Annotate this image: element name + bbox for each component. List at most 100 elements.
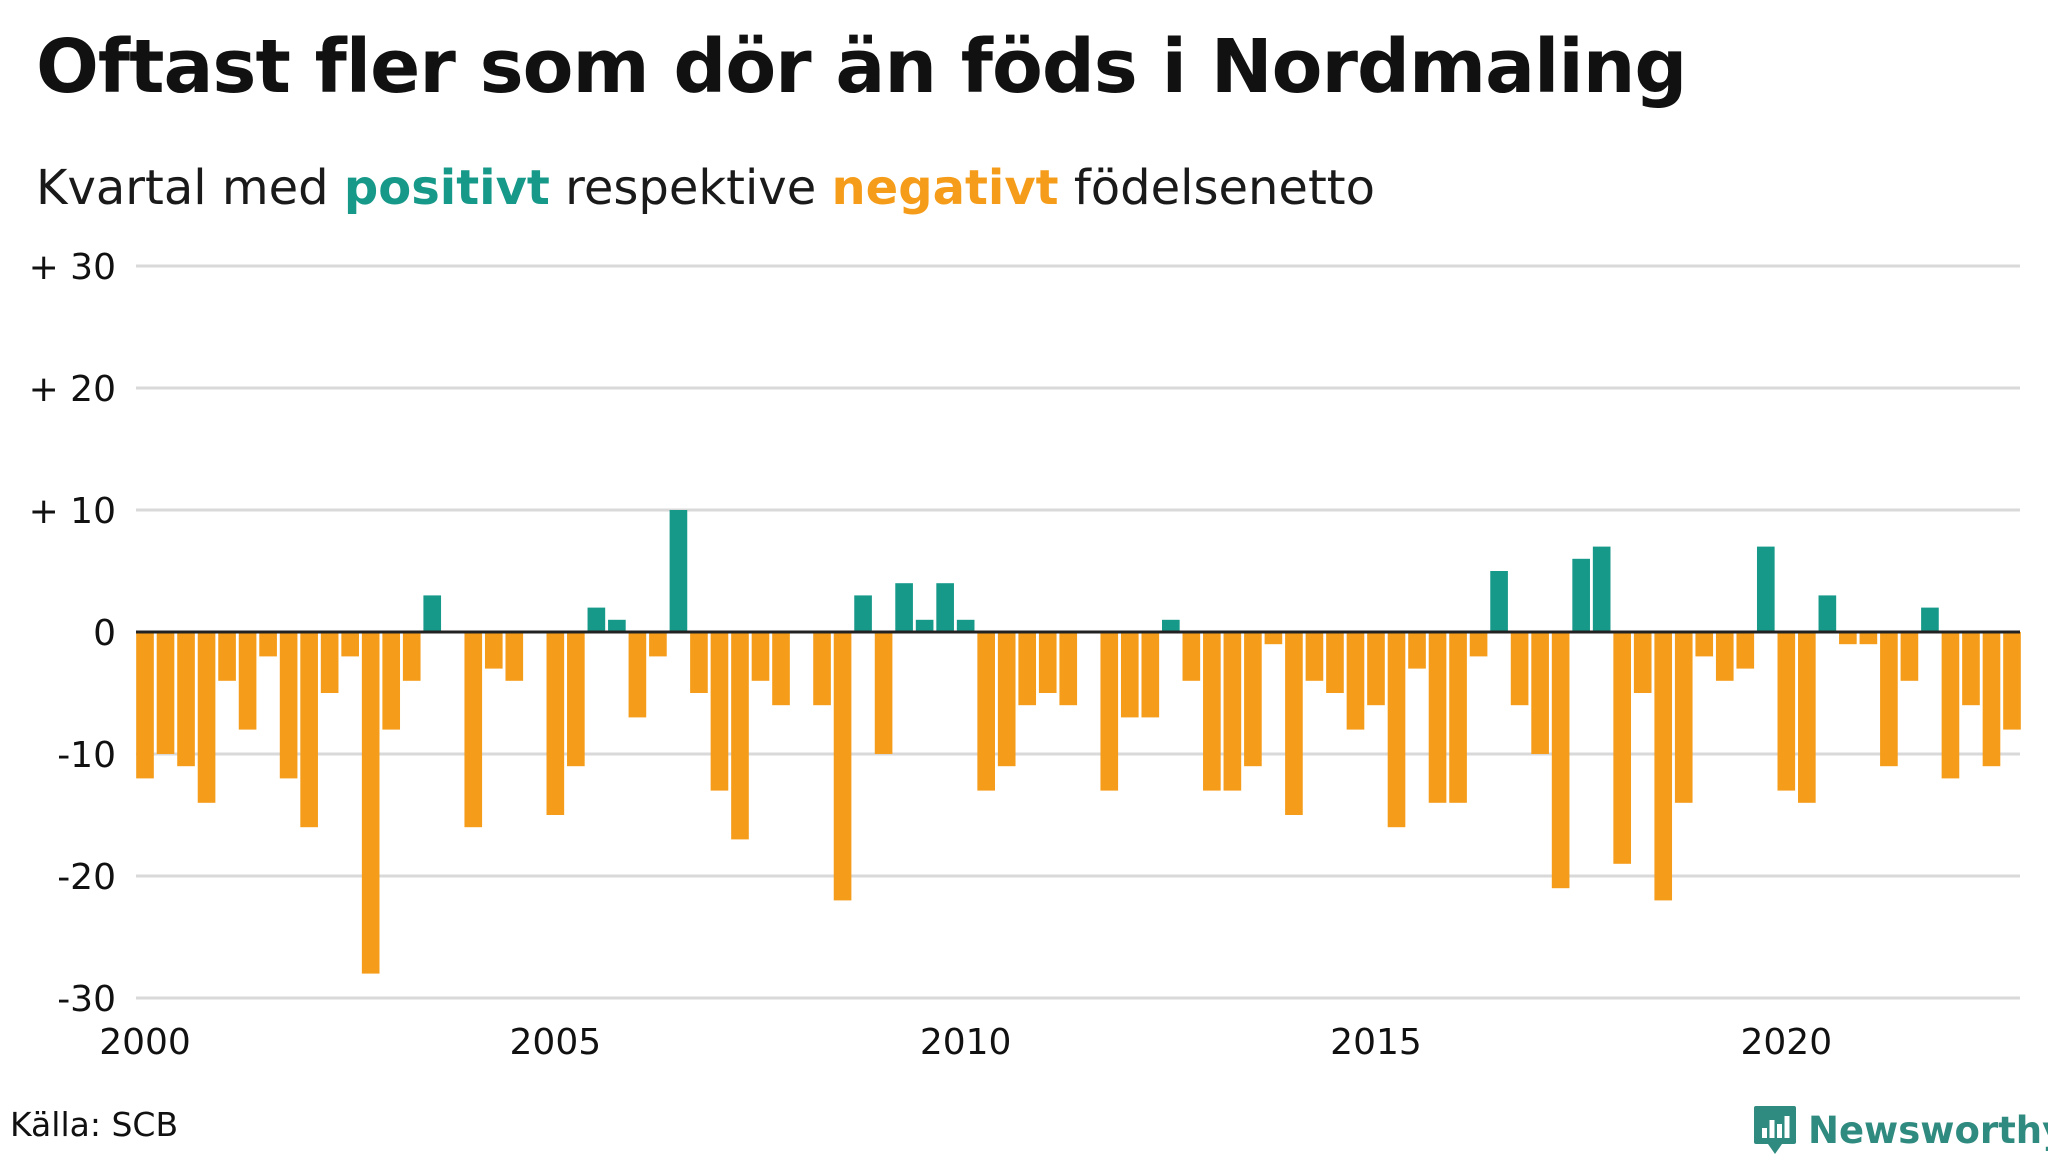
bar-negative [690, 632, 708, 693]
bar-positive [1162, 619, 1180, 632]
bar-negative [1326, 632, 1344, 693]
bar-negative [300, 632, 318, 828]
bar-positive [854, 595, 872, 632]
bar-negative [382, 632, 401, 730]
bar-negative [1038, 632, 1057, 693]
bar-negative [259, 632, 277, 657]
y-axis-ticks: + 30 + 20 + 10 0 -10 -20 -30 [29, 247, 116, 1020]
bar-positive [1756, 546, 1775, 632]
subtitle-positive-label: positivt [343, 160, 550, 216]
x-axis-ticks: 2000 2005 2010 2015 2020 [99, 1022, 1832, 1063]
source-note: Källa: SCB [10, 1105, 179, 1144]
bar-negative [1244, 632, 1262, 767]
bar-negative [1633, 632, 1652, 693]
bar-negative [1551, 632, 1570, 889]
x-tick-label: 2010 [920, 1022, 1012, 1063]
bar-positive [608, 619, 626, 632]
bar-negative [1469, 632, 1488, 657]
x-tick-label: 2020 [1741, 1022, 1833, 1063]
bar-positive [1572, 558, 1590, 632]
newsworthy-logo: Newsworthy [1752, 1100, 2048, 1160]
bar-negative [464, 632, 483, 828]
bar-negative [1305, 632, 1324, 681]
bar-chart: + 30+ 20+ 100-10-20-30 2000 2005 2010 2015 2… [29, 247, 2021, 1063]
bar-negative [1449, 632, 1467, 803]
bar-negative [1674, 632, 1693, 803]
bars [136, 510, 2021, 974]
bar-negative [279, 632, 298, 779]
bar-negative [1346, 632, 1365, 730]
bar-negative [2003, 632, 2021, 730]
bar-negative [1941, 632, 1960, 779]
bar-positive [956, 619, 975, 632]
bar-negative [1141, 632, 1160, 718]
bar-negative [402, 632, 421, 681]
bar-negative [997, 632, 1016, 767]
subtitle-middle: respektive [549, 160, 832, 216]
bar-negative [1839, 632, 1857, 645]
bar-negative [772, 632, 790, 706]
y-tick-label: -10 [57, 735, 116, 776]
bar-negative [1428, 632, 1447, 803]
bar-positive [895, 583, 913, 632]
bar-negative [1510, 632, 1529, 706]
bar-negative [197, 632, 216, 803]
bar-negative [1223, 632, 1242, 791]
bar-negative [1777, 632, 1796, 791]
bar-negative [567, 632, 585, 767]
chart-subtitle: Kvartal med positivt respektive negativt… [36, 158, 1375, 218]
bar-negative [1059, 632, 1078, 706]
bar-negative [136, 632, 154, 779]
bar-negative [710, 632, 729, 791]
y-tick-label: + 30 [29, 247, 116, 288]
bar-negative [1264, 632, 1283, 645]
bar-negative [1962, 632, 1980, 706]
subtitle-negative-label: negativt [831, 160, 1059, 216]
bar-negative [238, 632, 257, 730]
bar-chart-speech-bubble-icon [1754, 1106, 1796, 1154]
chart-title: Oftast fler som dör än föds i Nordmaling [36, 24, 1687, 110]
bar-negative [1408, 632, 1426, 669]
bar-negative [546, 632, 565, 815]
gridlines [136, 264, 2020, 1000]
bar-negative [1018, 632, 1037, 706]
bar-negative [1736, 632, 1755, 669]
bar-negative [813, 632, 831, 706]
bar-negative [361, 632, 380, 974]
bar-negative [320, 632, 339, 693]
bar-negative [156, 632, 175, 754]
y-tick-label: + 20 [29, 369, 116, 410]
bar-negative [1182, 632, 1201, 681]
bar-negative [1100, 632, 1119, 791]
bar-negative [833, 632, 852, 901]
x-tick-label: 2005 [510, 1022, 602, 1063]
y-tick-label: 0 [93, 613, 116, 654]
bar-negative [1387, 632, 1406, 828]
bar-negative [628, 632, 647, 718]
bar-positive [915, 619, 934, 632]
bar-negative [1367, 632, 1385, 706]
bar-negative [1859, 632, 1878, 645]
bar-negative [731, 632, 749, 840]
bar-negative [1654, 632, 1673, 901]
bar-positive [1818, 595, 1837, 632]
subtitle-prefix: Kvartal med [36, 160, 344, 216]
bar-positive [1921, 607, 1939, 632]
bar-negative [1613, 632, 1632, 864]
bar-positive [1490, 571, 1508, 632]
bar-negative [874, 632, 893, 754]
bar-positive [936, 583, 954, 632]
bar-positive [587, 607, 606, 632]
x-tick-label: 2000 [99, 1022, 191, 1063]
bar-negative [751, 632, 770, 681]
bar-positive [1592, 546, 1611, 632]
bar-negative [341, 632, 359, 657]
bar-negative [484, 632, 503, 669]
bar-negative [977, 632, 995, 791]
bar-negative [1900, 632, 1919, 681]
bar-negative [1285, 632, 1303, 815]
y-tick-label: + 10 [29, 491, 116, 532]
bar-negative [1203, 632, 1221, 791]
bar-negative [1798, 632, 1816, 803]
x-tick-label: 2015 [1330, 1022, 1422, 1063]
